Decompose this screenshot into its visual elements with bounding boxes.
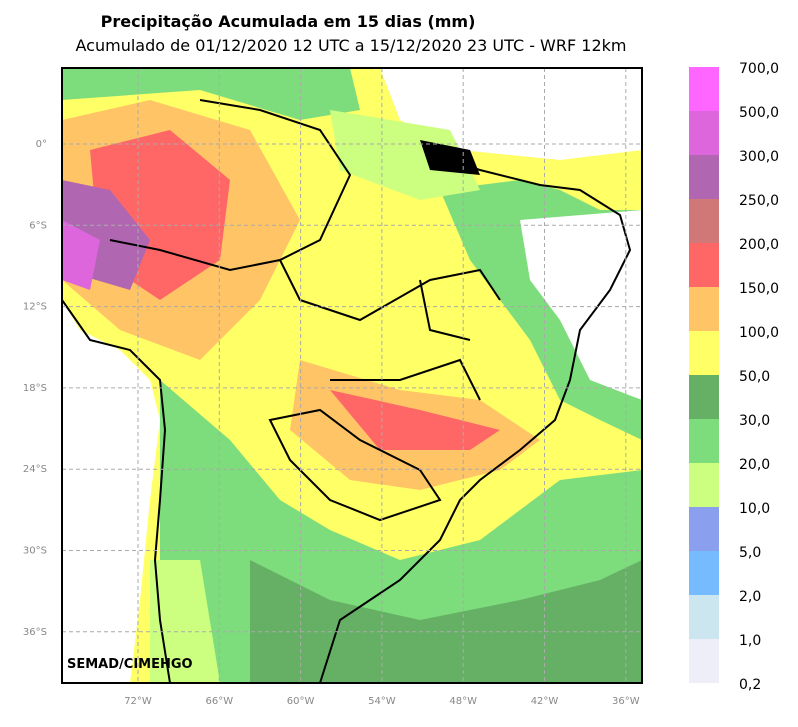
colorbar-label: 100,0 bbox=[739, 325, 779, 341]
lon-label: 48°W bbox=[449, 696, 477, 707]
colorbar-swatch bbox=[689, 595, 719, 639]
credit: SEMAD/CIMEHGO bbox=[67, 657, 193, 672]
colorbar-label: 10,0 bbox=[739, 501, 770, 517]
colorbar-swatch bbox=[689, 331, 719, 375]
colorbar-swatch bbox=[689, 155, 719, 199]
colorbar-swatch bbox=[689, 287, 719, 331]
colorbar-swatch bbox=[689, 375, 719, 419]
colorbar-label: 500,0 bbox=[739, 105, 779, 121]
colorbar-swatch bbox=[689, 639, 719, 683]
colorbar-label: 50,0 bbox=[739, 369, 770, 385]
colorbar-swatch bbox=[689, 111, 719, 155]
colorbar-label: 1,0 bbox=[739, 633, 761, 649]
colorbar-swatch bbox=[689, 551, 719, 595]
colorbar-swatch bbox=[689, 67, 719, 111]
lon-label: 36°W bbox=[612, 696, 640, 707]
colorbar-label: 30,0 bbox=[739, 413, 770, 429]
colorbar-label: 250,0 bbox=[739, 193, 779, 209]
colorbar-label: 20,0 bbox=[739, 457, 770, 473]
lat-label: 0° bbox=[36, 139, 47, 150]
lat-label: 18°S bbox=[23, 383, 47, 394]
lon-label: 66°W bbox=[205, 696, 233, 707]
colorbar-label: 200,0 bbox=[739, 237, 779, 253]
colorbar-swatch bbox=[689, 507, 719, 551]
colorbar-label: 300,0 bbox=[739, 149, 779, 165]
lon-label: 42°W bbox=[531, 696, 559, 707]
title: Precipitação Acumulada em 15 dias (mm) bbox=[101, 12, 476, 31]
lon-label: 60°W bbox=[287, 696, 315, 707]
lon-label: 72°W bbox=[124, 696, 152, 707]
grid bbox=[62, 68, 642, 683]
colorbar-label: 0,2 bbox=[739, 677, 761, 693]
colorbar-swatch bbox=[689, 463, 719, 507]
lat-label: 36°S bbox=[23, 627, 47, 638]
lat-label: 30°S bbox=[23, 546, 47, 557]
colorbar-swatch bbox=[689, 243, 719, 287]
colorbar-label: 150,0 bbox=[739, 281, 779, 297]
lat-label: 12°S bbox=[23, 302, 47, 313]
lat-label: 24°S bbox=[23, 464, 47, 475]
lat-label: 6°S bbox=[29, 220, 47, 231]
colorbar-label: 2,0 bbox=[739, 589, 761, 605]
subtitle: Acumulado de 01/12/2020 12 UTC a 15/12/2… bbox=[76, 36, 627, 55]
colorbar-swatch bbox=[689, 419, 719, 463]
map-frame bbox=[61, 67, 643, 684]
lon-label: 54°W bbox=[368, 696, 396, 707]
map bbox=[62, 68, 642, 683]
colorbar-label: 5,0 bbox=[739, 545, 761, 561]
colorbar-swatch bbox=[689, 199, 719, 243]
colorbar-label: 700,0 bbox=[739, 61, 779, 77]
